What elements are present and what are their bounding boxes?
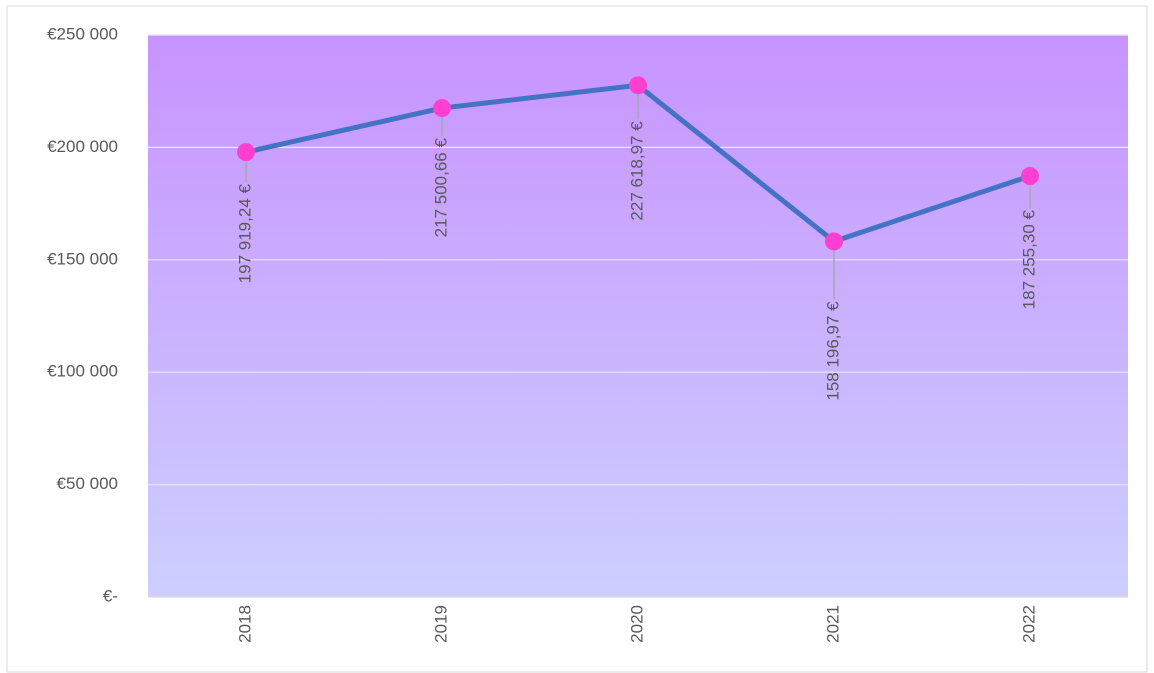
marker xyxy=(825,232,843,251)
data-label: 197 919,24 € xyxy=(235,184,254,284)
x-tick-label: 2022 xyxy=(1019,605,1038,643)
data-label: 227 618,97 € xyxy=(627,121,646,221)
data-label: 217 500,66 € xyxy=(431,138,450,238)
x-tick-label: 2018 xyxy=(235,605,254,643)
x-tick-label: 2021 xyxy=(823,605,842,643)
y-tick-label: €150 000 xyxy=(47,249,118,268)
data-label: 187 255,30 € xyxy=(1019,210,1038,310)
marker xyxy=(237,143,255,162)
x-tick-label: 2019 xyxy=(431,605,450,643)
y-tick-label: €200 000 xyxy=(47,137,118,156)
y-tick-label: €250 000 xyxy=(47,24,118,43)
marker xyxy=(629,76,647,95)
x-tick-label: 2020 xyxy=(627,605,646,643)
marker xyxy=(1021,167,1039,186)
y-tick-label: €100 000 xyxy=(47,362,118,381)
y-tick-label: €- xyxy=(103,586,118,605)
marker xyxy=(433,99,451,118)
plot-area xyxy=(148,35,1128,597)
data-label: 158 196,97 € xyxy=(823,301,842,401)
y-tick-label: €50 000 xyxy=(57,474,118,493)
